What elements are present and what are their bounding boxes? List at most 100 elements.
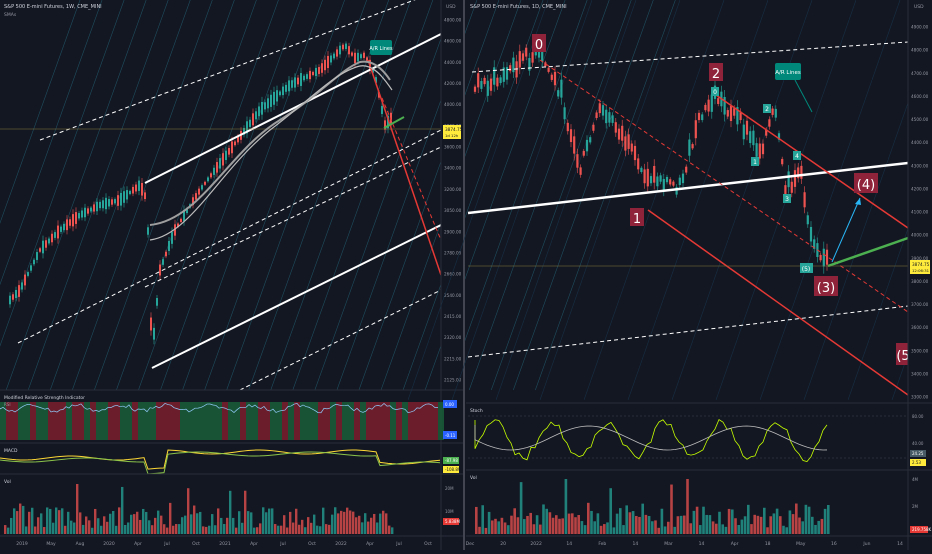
fan-line: [539, 0, 681, 401]
candle: [675, 187, 678, 195]
price-axis-label: 2900.00: [444, 229, 462, 234]
sub-wave-3: 3: [783, 194, 791, 203]
time-axis-label: 20: [500, 541, 506, 547]
fan-line: [116, 0, 257, 391]
fan-line: [468, 0, 610, 391]
volume-bar: [705, 514, 708, 534]
candle: [678, 177, 681, 185]
candle: [255, 111, 257, 120]
rsi-band: [162, 402, 168, 440]
rsi-band: [234, 402, 240, 440]
volume-bar: [307, 517, 310, 534]
candle: [345, 43, 347, 50]
volume-bar: [734, 518, 737, 534]
volume-bar: [100, 525, 103, 534]
svg-text:0: 0: [713, 89, 717, 96]
time-axis-label: Aug: [76, 541, 85, 547]
candle: [710, 94, 713, 112]
left-channel-bottom: [239, 289, 442, 391]
candle: [797, 167, 800, 179]
volume-bar: [596, 513, 600, 534]
fan-line: [407, 0, 549, 401]
volume-bar: [772, 513, 776, 534]
volume-bar: [635, 516, 638, 534]
fan-line: [358, 0, 500, 391]
fan-line: [314, 0, 456, 391]
candle: [285, 84, 287, 92]
candle: [33, 259, 35, 265]
candle: [598, 103, 601, 114]
rsi-band: [426, 402, 432, 440]
volume-bar: [599, 525, 603, 534]
candle: [825, 249, 829, 265]
candle: [387, 115, 389, 129]
rsi-band: [246, 402, 252, 440]
volume-bar: [737, 525, 740, 534]
right-vol-value: 219.758K: [912, 527, 932, 532]
volume-bar: [85, 516, 88, 534]
left-channel-mid2: [144, 146, 442, 288]
candle: [171, 232, 173, 244]
candle: [51, 233, 53, 243]
left-red-line: [367, 59, 442, 276]
candle: [291, 80, 293, 88]
rsi-band: [36, 402, 42, 440]
left-rsi-pane[interactable]: Modified Relative Strength Indicator RSI…: [0, 389, 463, 440]
volume-bar: [151, 525, 154, 534]
candle: [787, 171, 790, 188]
candle: [246, 121, 248, 134]
candle: [496, 77, 499, 87]
volume-bar: [316, 525, 319, 534]
candle: [800, 165, 803, 179]
candle: [605, 109, 608, 124]
left-vol-pane[interactable]: Vol 20M 10M 5.838M 2019 May Aug 2020 Apr Jul O…: [0, 473, 463, 547]
left-fan-lines: [0, 0, 676, 391]
volume-bar: [334, 507, 337, 534]
left-panel[interactable]: A/R Lines S&P 500 E-mini Futures, 1W, CM…: [0, 0, 676, 550]
candle: [809, 226, 813, 242]
candle: [357, 52, 359, 62]
rsi-band: [354, 402, 360, 440]
volume-bar: [22, 505, 25, 534]
volume-bar: [721, 524, 724, 534]
left-macd-pane[interactable]: MACD -87.98 -108.89: [0, 442, 463, 475]
price-axis-label: 2215.00: [444, 356, 462, 361]
volume-bar: [814, 524, 817, 534]
volume-bar: [94, 508, 97, 534]
right-ar-lines-annotation[interactable]: A/R Lines: [775, 63, 801, 80]
time-axis-label: Apr: [250, 541, 258, 547]
volume-bar: [115, 525, 118, 534]
time-axis-label: Feb: [598, 541, 606, 547]
candle: [102, 200, 104, 209]
volume-bar: [295, 508, 298, 534]
candle: [324, 59, 326, 71]
candle: [378, 92, 380, 98]
candle: [312, 71, 314, 76]
right-stoch-value-1: 24.25: [912, 451, 924, 456]
rsi-band: [210, 402, 216, 440]
volume-bar: [577, 515, 580, 534]
volume-bar: [256, 527, 259, 534]
right-vol-pane[interactable]: Vol 4M 2M 219.758K Dec 20 2022 14 Feb 14 Mar 14…: [466, 469, 932, 547]
right-stoch-pane[interactable]: Stoch 80.00 40.00 24.25 2.53: [466, 402, 932, 466]
price-axis-label: 2660.00: [444, 272, 462, 277]
volume-bar: [67, 511, 70, 534]
right-red-dash: [539, 59, 909, 313]
candle: [592, 124, 595, 131]
fan-line: [513, 0, 654, 391]
price-axis-label: 4200.00: [911, 186, 929, 191]
rsi-band: [24, 402, 30, 440]
svg-text:1: 1: [753, 159, 757, 166]
rsi-band: [222, 402, 228, 440]
candle: [672, 181, 675, 186]
wave-4: (4): [854, 173, 878, 193]
candle: [544, 62, 547, 67]
right-panel[interactable]: 0 1 2 (3) (4) (5 0 1 2 3 4 (5) A/R Lines…: [407, 0, 932, 550]
rsi-band: [192, 402, 198, 440]
volume-bar: [526, 515, 529, 534]
left-ar-lines-annotation[interactable]: A/R Lines: [369, 40, 393, 55]
candle: [303, 75, 305, 81]
volume-bar: [64, 525, 67, 534]
volume-bar: [795, 503, 798, 534]
